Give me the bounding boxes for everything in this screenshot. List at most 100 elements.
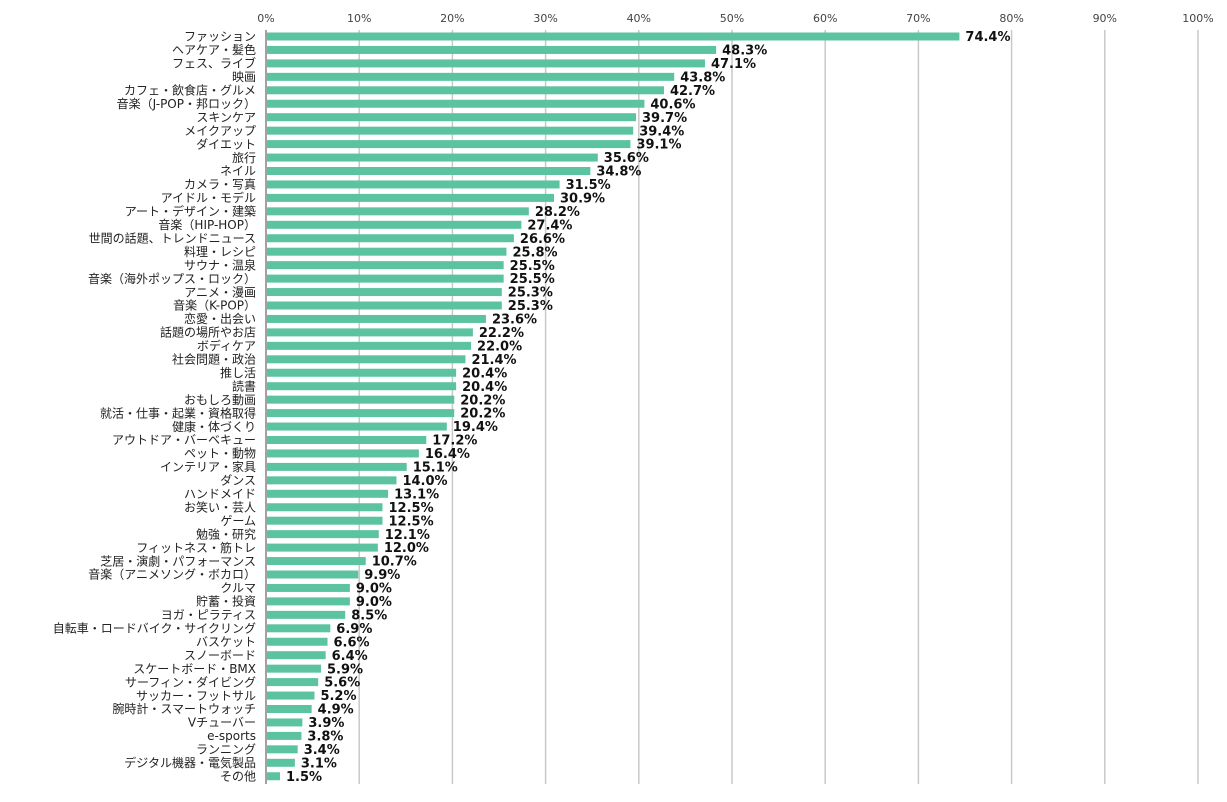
category-label: Vチューバー	[188, 716, 256, 730]
value-label: 12.5%	[389, 514, 434, 529]
bar	[267, 772, 280, 781]
bar	[267, 207, 529, 216]
x-tick-label: 10%	[347, 12, 371, 25]
value-label: 39.4%	[639, 124, 684, 139]
value-label: 25.5%	[510, 259, 555, 274]
bar	[267, 758, 295, 767]
bar	[267, 422, 447, 431]
value-label: 25.3%	[508, 299, 553, 314]
bar	[267, 126, 634, 135]
value-label: 17.2%	[432, 434, 477, 449]
category-labels: ファッションヘアケア・髪色フェス、ライブ映画カフェ・飲食店・グルメ音楽（J-PO…	[53, 30, 256, 784]
category-label: 音楽（K-POP）	[173, 298, 256, 313]
category-label: デジタル機器・電気製品	[124, 755, 256, 770]
value-label: 21.4%	[471, 353, 516, 368]
category-label: 芝居・演劇・パフォーマンス	[100, 553, 256, 568]
category-label: カフェ・飲食店・グルメ	[124, 83, 256, 98]
category-label: 就活・仕事・起業・資格取得	[100, 405, 256, 420]
category-label: スケートボード・BMX	[133, 662, 256, 676]
value-label: 6.4%	[332, 649, 368, 664]
value-label: 9.0%	[356, 582, 392, 597]
value-label: 13.1%	[394, 487, 439, 502]
value-label: 9.9%	[364, 568, 400, 583]
bar	[267, 583, 350, 592]
value-label: 40.6%	[650, 97, 695, 112]
category-label: ゲーム	[220, 514, 256, 528]
bar	[267, 261, 504, 270]
value-label: 9.0%	[356, 595, 392, 610]
bar	[267, 167, 591, 175]
bar	[267, 32, 960, 41]
value-label: 34.8%	[596, 165, 641, 180]
bar	[267, 341, 472, 350]
category-label: サウナ・温泉	[184, 258, 256, 272]
bar	[267, 516, 383, 525]
category-label: ファッション	[184, 30, 256, 44]
value-label: 20.4%	[462, 366, 507, 381]
category-label: 旅行	[232, 151, 256, 165]
value-label: 3.8%	[307, 730, 343, 745]
category-label: ランニング	[196, 743, 256, 757]
category-label: ハンドメイド	[184, 487, 256, 501]
bar	[267, 503, 383, 512]
category-label: 世間の話題、トレンドニュース	[89, 230, 256, 245]
value-label: 6.9%	[336, 622, 372, 637]
bar	[267, 395, 455, 404]
category-label: インテリア・家具	[160, 459, 256, 474]
category-label: 恋愛・出会い	[184, 311, 256, 326]
category-label: ボディケア	[197, 338, 256, 353]
category-label: 音楽（HIP-HOP）	[158, 217, 256, 232]
bar	[267, 274, 504, 283]
value-label: 39.1%	[636, 138, 681, 153]
bar	[267, 745, 298, 754]
value-label: 14.0%	[402, 474, 447, 489]
value-label: 31.5%	[566, 178, 611, 193]
category-label: カメラ・写真	[184, 178, 256, 192]
value-label: 42.7%	[670, 84, 715, 99]
bar	[267, 193, 554, 202]
category-label: 推し活	[220, 366, 256, 380]
value-label: 4.9%	[318, 703, 354, 718]
x-tick-label: 60%	[813, 12, 837, 25]
x-tick-label: 100%	[1182, 12, 1213, 25]
value-label: 16.4%	[425, 447, 470, 462]
value-label: 47.1%	[711, 57, 756, 72]
bar	[267, 99, 645, 108]
bar	[267, 449, 419, 458]
bar	[267, 301, 502, 310]
category-label: ダンス	[220, 473, 256, 488]
value-label: 20.2%	[460, 407, 505, 422]
value-label: 15.1%	[413, 461, 458, 476]
bar	[267, 476, 397, 485]
bar	[267, 72, 675, 81]
bar	[267, 288, 502, 297]
category-label: サーフィン・ダイビング	[125, 674, 256, 689]
bar	[267, 355, 466, 364]
category-label: スノーボード	[184, 648, 256, 662]
category-label: 映画	[232, 70, 256, 84]
category-label: アイドル・モデル	[161, 190, 256, 205]
bar	[267, 691, 315, 700]
category-label: 読書	[232, 378, 256, 393]
bar	[267, 234, 514, 243]
value-label: 26.6%	[520, 232, 565, 247]
bar	[267, 113, 637, 122]
bar	[267, 247, 507, 256]
value-label: 5.9%	[327, 662, 363, 677]
category-label: アウトドア・バーベキュー	[112, 433, 256, 447]
value-label: 1.5%	[286, 770, 322, 785]
bars	[267, 32, 960, 781]
category-label: ネイル	[220, 164, 256, 178]
bar	[267, 543, 378, 552]
category-label: 貯蓄・投資	[196, 594, 256, 609]
bar	[267, 705, 312, 713]
category-label: 音楽（J-POP・邦ロック）	[117, 96, 256, 111]
value-label: 30.9%	[560, 192, 605, 207]
bar	[267, 597, 350, 606]
value-label: 25.5%	[510, 272, 555, 287]
value-label: 6.6%	[334, 635, 370, 650]
bar	[267, 220, 522, 229]
category-label: 話題の場所やお店	[160, 325, 256, 340]
category-label: アニメ・漫画	[184, 285, 256, 299]
bar	[267, 610, 346, 619]
